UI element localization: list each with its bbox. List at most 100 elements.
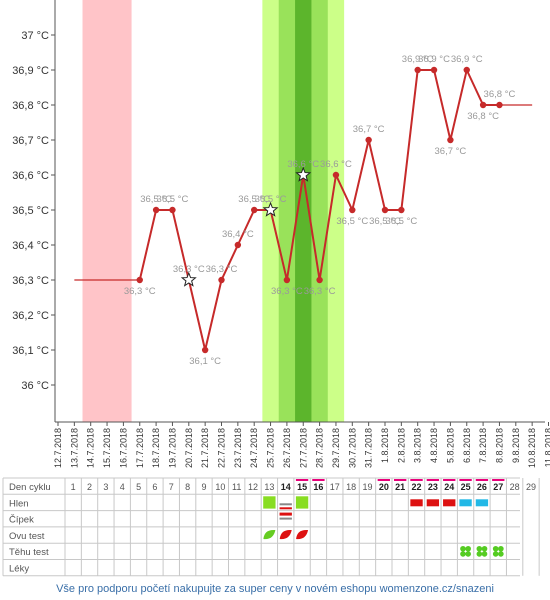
cycle-day: 3 xyxy=(103,482,108,492)
temperature-point xyxy=(430,66,438,74)
temperature-point-star xyxy=(295,166,312,182)
temperature-label: 36,1 °C xyxy=(189,356,221,367)
cycle-day: 8 xyxy=(185,482,190,492)
temperature-point xyxy=(316,276,323,284)
cycle-day: 11 xyxy=(232,482,241,492)
temperature-point-star xyxy=(262,201,279,217)
temperature-label: 36,5 °C xyxy=(140,194,172,205)
cycle-day-mark xyxy=(312,479,325,481)
band-ovulation xyxy=(295,0,312,422)
x-tick-label: 21.7.2018 xyxy=(200,428,210,468)
cycle-day-mark xyxy=(475,479,489,481)
x-tick-label: 30.7.2018 xyxy=(347,428,357,468)
chart: 37 °C 36,9 °C 36,8 °C 36,7 °C 36,6 °C 36,5 °C… xyxy=(2,0,550,577)
cycle-day-mark xyxy=(459,479,472,481)
temperature-point xyxy=(283,276,291,284)
cycle-table: Den cyklu Hlen Čípek Ovu test Těhu test Léky 1… xyxy=(2,477,540,577)
cycle-day: 4 xyxy=(120,482,125,492)
cycle-day: 19 xyxy=(362,482,372,492)
cycle-day: 16 xyxy=(313,482,323,492)
temperature-label: 36,6 °C xyxy=(320,159,352,170)
y-tick-label: 36,6 °C xyxy=(12,170,49,182)
cycle-day: 28 xyxy=(510,482,520,492)
temperature-label: 36,3 °C xyxy=(271,286,303,297)
temperature-point xyxy=(496,101,503,109)
x-tick-label: 22.7.2018 xyxy=(217,428,227,468)
temperature-point xyxy=(365,136,372,144)
cycle-day: 21 xyxy=(395,482,405,492)
temperature-label: 36,8 °C xyxy=(484,89,516,100)
cycle-day-mark xyxy=(394,479,407,481)
temperature-point xyxy=(398,206,405,214)
cycle-day: 15 xyxy=(297,482,307,492)
temperature-label: 36,5 °C xyxy=(255,194,287,205)
cycle-day: 1 xyxy=(71,482,76,492)
temperature-points xyxy=(136,66,503,354)
y-tick-label: 37 °C xyxy=(21,30,49,42)
x-tick-label: 6.8.2018 xyxy=(462,428,472,463)
temperature-labels: 36,3 °C36,5 °C36,5 °C36,3 °C36,1 °C36,3 … xyxy=(124,54,516,367)
temperature-point xyxy=(201,346,209,354)
y-tick-label: 36,2 °C xyxy=(12,310,49,322)
cycle-day: 7 xyxy=(169,482,174,492)
cycle-day: 12 xyxy=(248,482,258,492)
cycle-day: 10 xyxy=(215,482,225,492)
cycle-day: 29 xyxy=(526,482,536,492)
tehu-test-icon xyxy=(476,551,483,557)
ovu-test-icon xyxy=(263,529,276,540)
temperature-point-star xyxy=(180,271,197,287)
temperature-label: 36,5 °C xyxy=(238,194,270,205)
x-tick-label: 7.8.2018 xyxy=(478,428,488,463)
cycle-day: 2 xyxy=(87,482,92,492)
temperature-label: 36,4 °C xyxy=(222,229,254,240)
tehu-test-icon xyxy=(498,545,504,552)
temperature-label: 36,7 °C xyxy=(353,124,385,135)
cycle-day: 14 xyxy=(281,482,291,492)
x-tick-label: 23.7.2018 xyxy=(233,428,243,468)
y-tick-label: 36,9 °C xyxy=(12,65,49,77)
temperature-label: 36,3 °C xyxy=(124,286,156,297)
cycle-day: 5 xyxy=(136,482,141,492)
temperature-point xyxy=(479,101,487,109)
footer-link[interactable]: Vše pro podporu početí nakupujte za supe… xyxy=(56,583,494,595)
temperature-point xyxy=(152,206,160,214)
x-tick-label: 4.8.2018 xyxy=(429,428,439,463)
temperature-label: 36,9 °C xyxy=(402,54,434,65)
ovu-test-icon xyxy=(279,529,292,540)
table-row-label: Hlen xyxy=(9,498,29,509)
x-tick-label: 15.7.2018 xyxy=(102,428,112,468)
cycle-day: 27 xyxy=(493,482,503,492)
x-tick-label: 29.7.2018 xyxy=(331,428,341,468)
cipek-marker xyxy=(279,517,292,520)
table-row-label: Těhu test xyxy=(9,547,49,558)
x-tick-label: 10.8.2018 xyxy=(527,428,537,468)
temperature-label: 36,3 °C xyxy=(173,264,205,275)
cycle-day: 20 xyxy=(379,482,389,492)
temperature-point xyxy=(463,66,470,74)
temperature-point xyxy=(234,241,242,249)
temperature-label: 36,7 °C xyxy=(435,146,467,157)
x-tick-label: 14.7.2018 xyxy=(86,428,96,468)
cycle-day: 23 xyxy=(428,482,438,492)
temperature-point xyxy=(218,276,225,284)
cycle-day-mark xyxy=(443,479,456,481)
x-tick-label: 25.7.2018 xyxy=(266,428,276,468)
temperature-label: 36,5 °C xyxy=(157,194,189,205)
x-tick-label: 1.8.2018 xyxy=(380,428,390,463)
temperature-label: 36,3 °C xyxy=(206,264,238,275)
cycle-day: 13 xyxy=(264,482,274,492)
hlen-marker xyxy=(475,499,489,507)
x-tick-label: 3.8.2018 xyxy=(413,428,423,463)
temperature-label: 36,9 °C xyxy=(451,54,483,65)
hlen-marker xyxy=(295,496,309,509)
cycle-day: 18 xyxy=(346,482,356,492)
tehu-test-icon xyxy=(465,551,471,557)
tehu-test-icon xyxy=(492,551,499,557)
tehu-test-icon xyxy=(476,545,483,552)
x-tick-label: 19.7.2018 xyxy=(167,428,177,468)
x-tick-label: 31.7.2018 xyxy=(364,428,374,468)
cipek-marker xyxy=(279,503,292,506)
cipek-marker xyxy=(279,512,292,516)
temperature-label: 36,9 °C xyxy=(418,54,450,65)
y-tick-label: 36 °C xyxy=(21,380,49,392)
